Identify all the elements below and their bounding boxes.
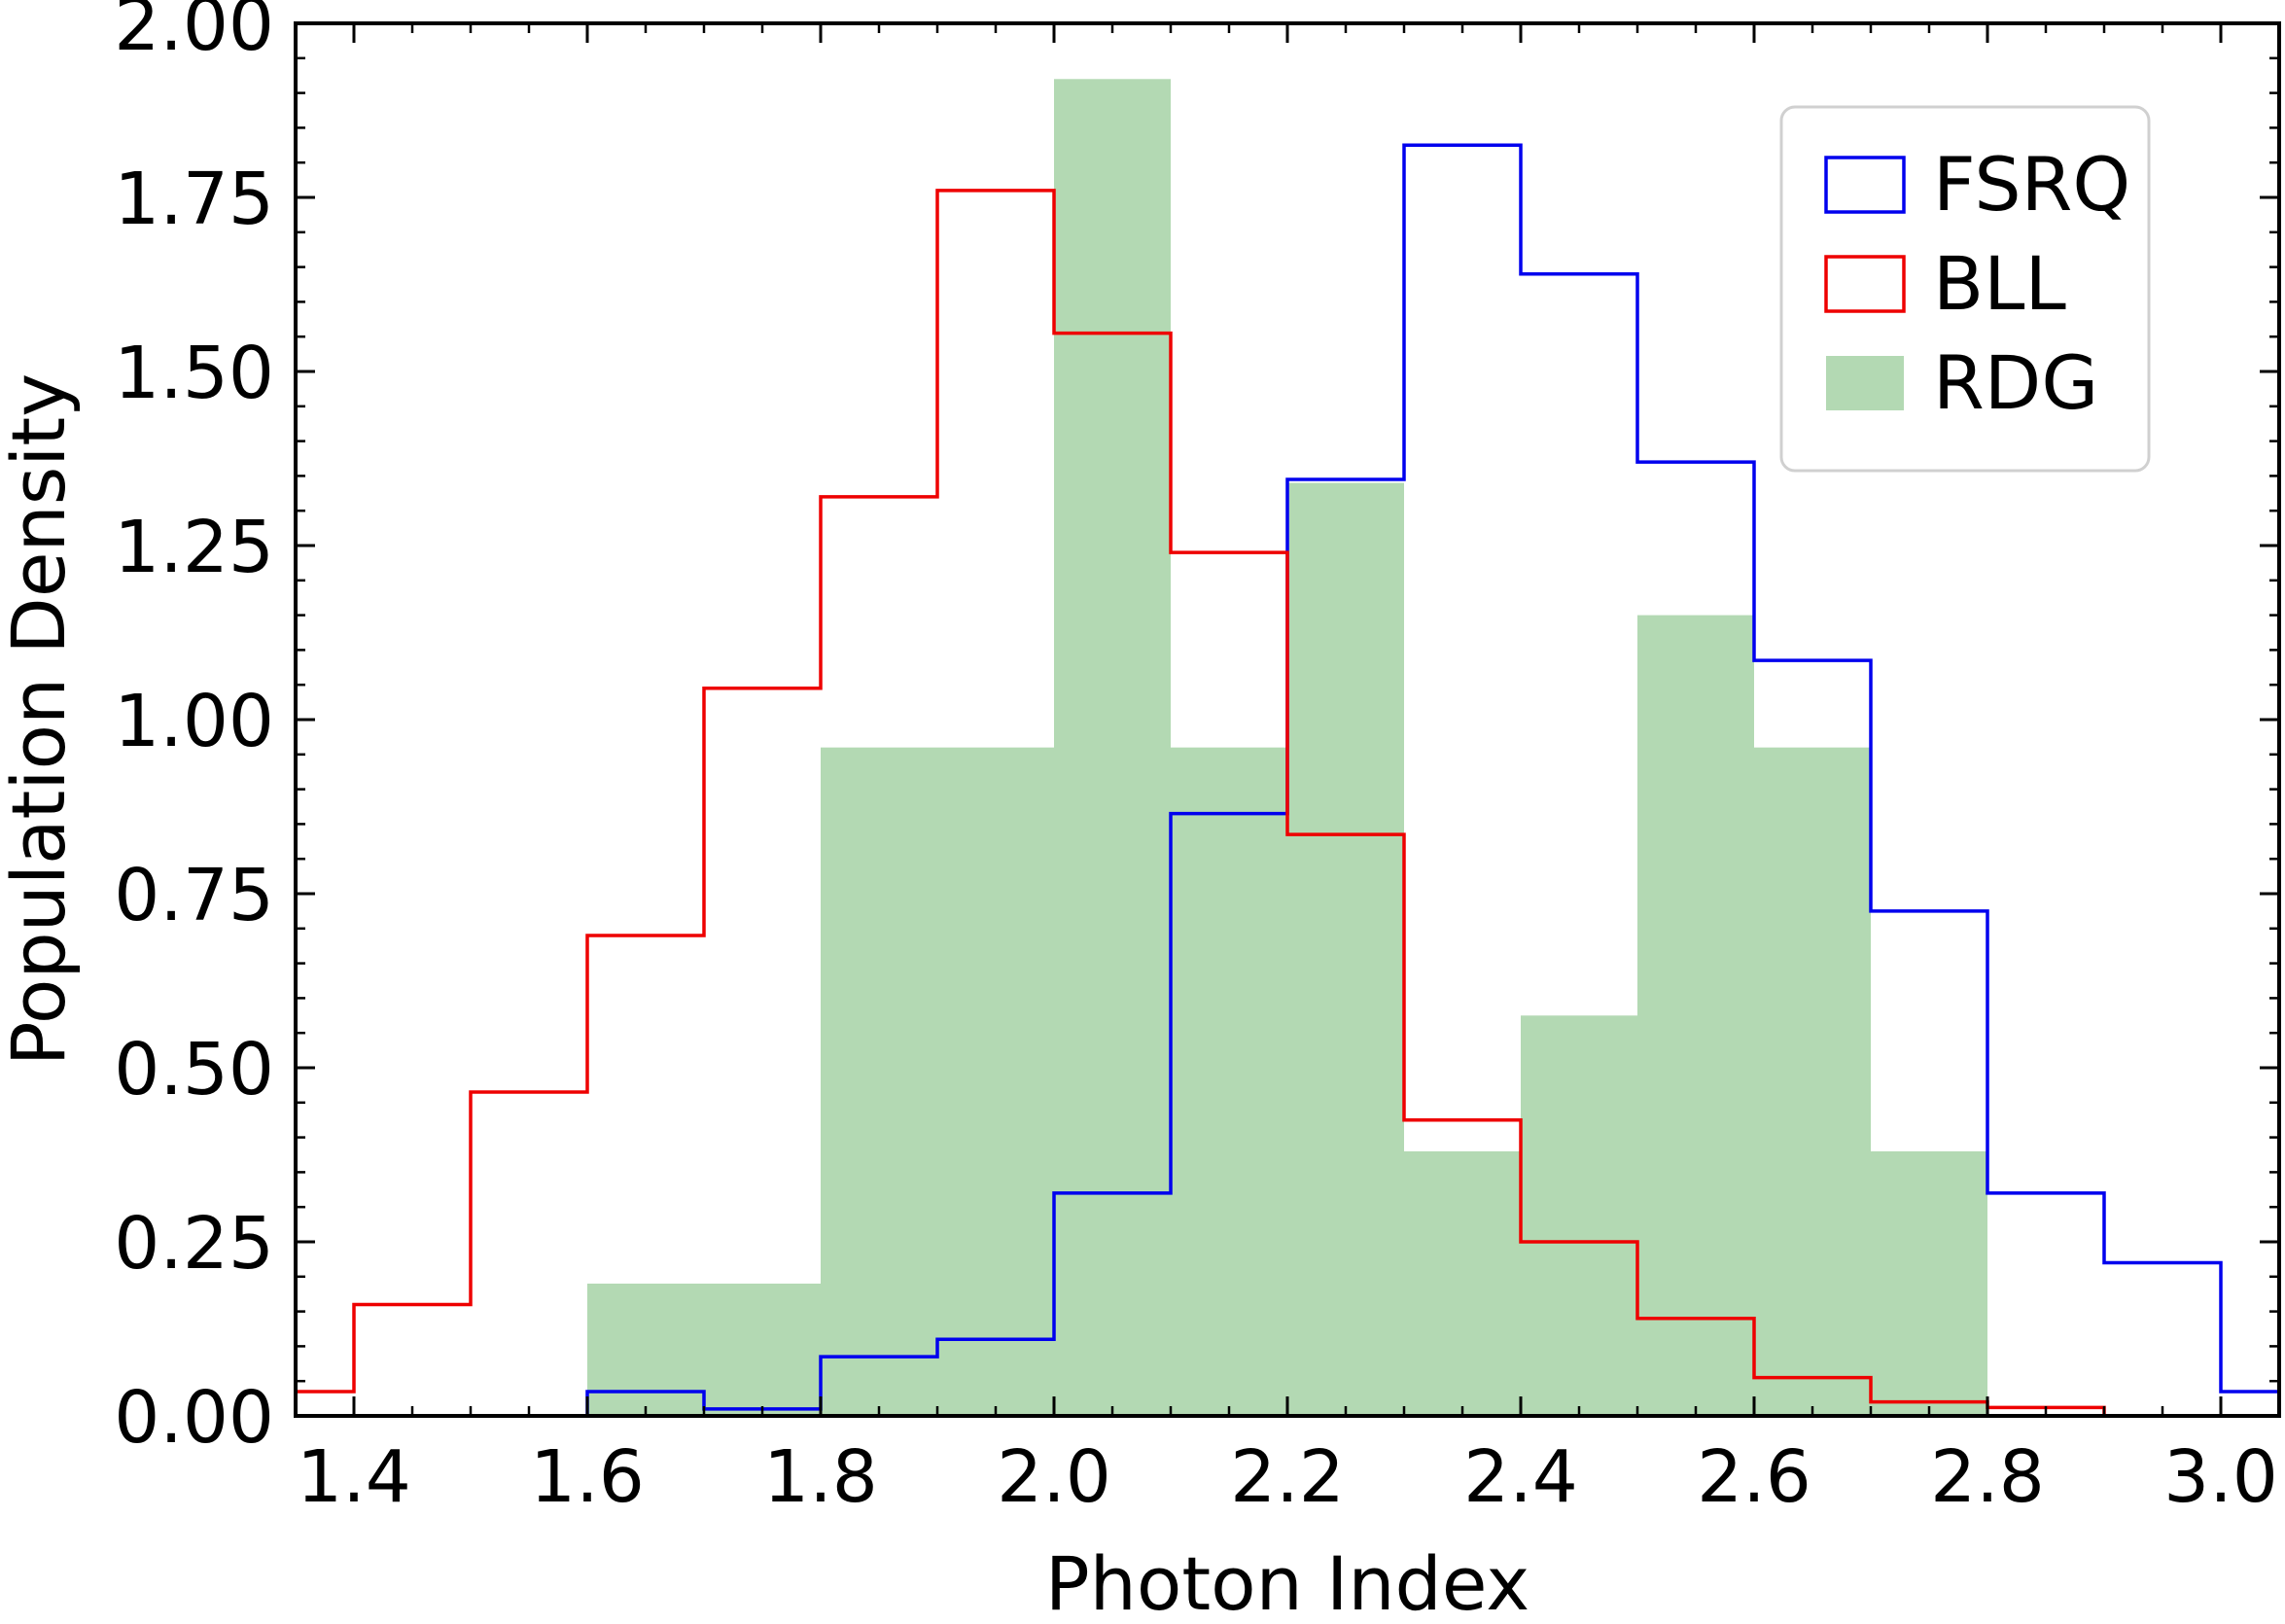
x-tick-label-8: 3.0	[2163, 1435, 2278, 1519]
y-tick-label-1: 0.25	[114, 1202, 274, 1286]
y-axis-title: Population Density	[0, 373, 82, 1066]
bar-rdg-5	[1404, 1150, 1521, 1416]
bar-rdg-8	[1754, 747, 1871, 1416]
y-tick-label-8: 2.00	[114, 0, 274, 67]
plot-area	[296, 79, 2279, 1416]
x-tick-label-2: 1.8	[763, 1435, 878, 1519]
y-tick-label-2: 0.50	[114, 1028, 274, 1112]
step-line-bll	[296, 189, 2106, 1416]
x-tick-label-0: 1.4	[297, 1435, 411, 1519]
x-tick-label-1: 1.6	[530, 1435, 645, 1519]
plot-frame	[294, 21, 2281, 1418]
x-tick-label-6: 2.6	[1697, 1435, 1811, 1519]
y-tick-label-7: 1.75	[114, 158, 274, 241]
bar-rdg-7	[1637, 615, 1754, 1416]
bar-rdg-4	[1287, 482, 1404, 1416]
legend-swatch-rdg	[1826, 356, 1904, 410]
y-tick-label-3: 0.75	[114, 854, 274, 937]
bar-rdg-9	[1871, 1150, 1987, 1416]
tick-labels: 1.4 1.6 1.8 2.0 2.2 2.4 2.6 2.8 3.0 0.00 0.25 0.50 0…	[114, 0, 2278, 1519]
y-tick-label-6: 1.50	[114, 332, 274, 415]
y-tick-label-5: 1.25	[114, 506, 274, 589]
x-tick-label-5: 2.4	[1463, 1435, 1578, 1519]
x-tick-label-7: 2.8	[1930, 1435, 2045, 1519]
step-line-fsrq	[585, 143, 2279, 1416]
legend-swatch-fsrq	[1824, 156, 1906, 214]
bar-rdg-6	[1521, 1015, 1637, 1416]
bar-rdg-1	[821, 747, 1054, 1416]
legend: FSRQ BLL RDG	[1779, 105, 2151, 473]
legend-swatch-bll	[1824, 255, 1906, 313]
x-tick-label-3: 2.0	[997, 1435, 1111, 1519]
bar-rdg-2	[1054, 79, 1171, 1416]
bar-rdg-3	[1171, 747, 1287, 1416]
legend-label-rdg: RDG	[1933, 339, 2098, 426]
y-tick-label-4: 1.00	[114, 680, 274, 763]
x-tick-label-4: 2.2	[1230, 1435, 1345, 1519]
y-tick-label-0: 0.00	[114, 1376, 274, 1460]
legend-label-fsrq: FSRQ	[1933, 141, 2130, 228]
legend-label-bll: BLL	[1933, 240, 2066, 327]
x-axis-title: Photon Index	[1045, 1540, 1529, 1624]
